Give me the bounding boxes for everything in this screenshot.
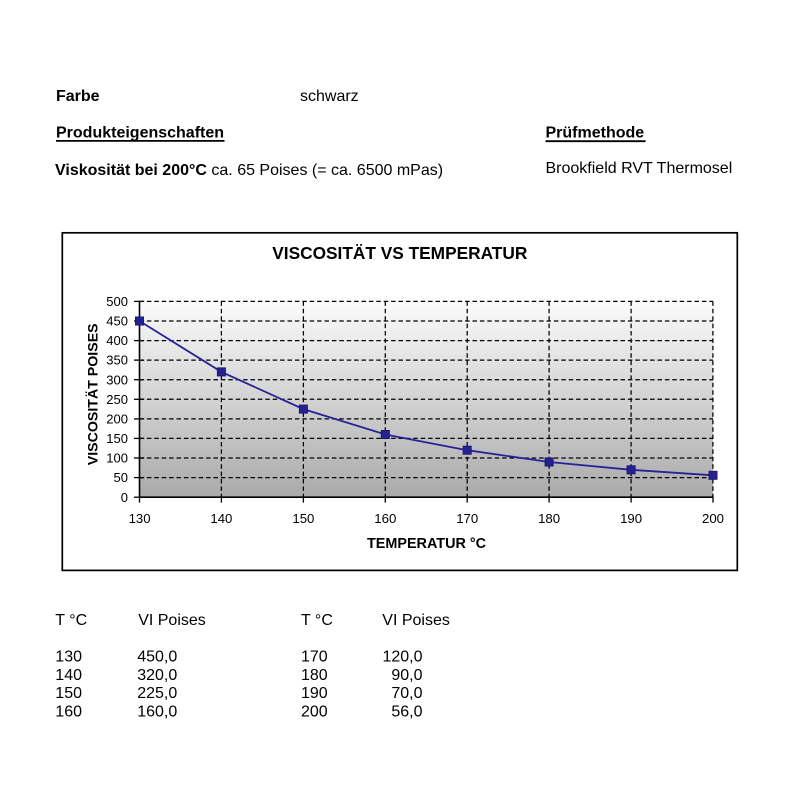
svg-text:VISCOSITÄT POISES: VISCOSITÄT POISES <box>84 323 101 465</box>
svg-text:Prüfmethode: Prüfmethode <box>546 125 645 142</box>
svg-text:140: 140 <box>210 511 232 526</box>
svg-text:TEMPERATUR °C: TEMPERATUR °C <box>367 536 486 552</box>
svg-text:T °C: T °C <box>301 612 333 629</box>
svg-text:190: 190 <box>301 685 328 702</box>
svg-text:0: 0 <box>121 490 128 505</box>
svg-text:Farbe: Farbe <box>56 88 100 105</box>
svg-text:190: 190 <box>620 511 642 526</box>
svg-text:VI Poises: VI Poises <box>138 612 206 629</box>
svg-text:Viskosität bei 200°C ca. 65 Po: Viskosität bei 200°C ca. 65 Poises (= ca… <box>55 162 443 179</box>
svg-text:150: 150 <box>106 431 128 446</box>
svg-text:250: 250 <box>106 392 128 407</box>
svg-text:180: 180 <box>301 667 328 684</box>
svg-text:400: 400 <box>106 333 128 348</box>
svg-text:160: 160 <box>374 511 396 526</box>
svg-text:170: 170 <box>456 511 478 526</box>
svg-text:50: 50 <box>114 470 128 485</box>
svg-text:140: 140 <box>55 667 82 684</box>
svg-text:160: 160 <box>55 704 82 721</box>
svg-text:200: 200 <box>702 511 724 526</box>
svg-text:450: 450 <box>106 314 128 329</box>
svg-text:VISCOSITÄT VS TEMPERATUR: VISCOSITÄT VS TEMPERATUR <box>272 243 528 263</box>
svg-text:VI Poises: VI Poises <box>382 612 450 629</box>
svg-text:160,0: 160,0 <box>137 704 177 721</box>
svg-text:130: 130 <box>129 511 151 526</box>
svg-text:450,0: 450,0 <box>137 649 177 666</box>
svg-text:70,0: 70,0 <box>391 685 422 702</box>
svg-text:100: 100 <box>106 451 128 466</box>
svg-text:200: 200 <box>301 704 328 721</box>
svg-text:170: 170 <box>301 649 328 666</box>
svg-text:150: 150 <box>55 685 82 702</box>
svg-text:320,0: 320,0 <box>137 667 177 684</box>
svg-text:120,0: 120,0 <box>382 649 422 666</box>
svg-text:Brookfield RVT Thermosel: Brookfield RVT Thermosel <box>546 160 733 177</box>
svg-text:Produkteigenschaften: Produkteigenschaften <box>56 124 224 141</box>
svg-text:200: 200 <box>106 412 128 427</box>
svg-text:180: 180 <box>538 511 560 526</box>
svg-text:225,0: 225,0 <box>137 685 177 702</box>
svg-text:130: 130 <box>55 649 82 666</box>
svg-text:T °C: T °C <box>55 612 87 629</box>
svg-text:56,0: 56,0 <box>391 704 422 721</box>
svg-text:500: 500 <box>106 294 128 309</box>
svg-text:90,0: 90,0 <box>391 667 422 684</box>
svg-text:350: 350 <box>106 353 128 368</box>
svg-text:300: 300 <box>106 372 128 387</box>
svg-text:schwarz: schwarz <box>300 88 359 105</box>
svg-text:150: 150 <box>292 511 314 526</box>
